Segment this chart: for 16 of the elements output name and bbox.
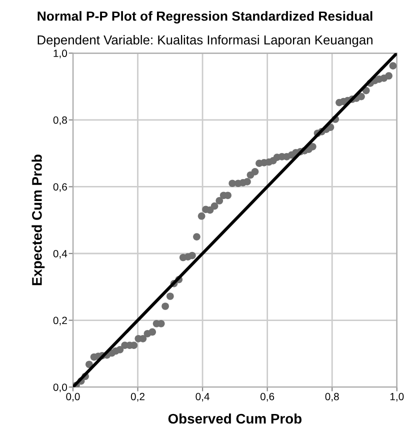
x-tick-label: 1,0 bbox=[390, 392, 404, 402]
y-tick-label: 1,0 bbox=[54, 50, 68, 58]
x-tick-label: 0,2 bbox=[130, 392, 144, 402]
x-tick-label: 0,8 bbox=[325, 392, 339, 402]
x-tick-label: 0,6 bbox=[260, 392, 274, 402]
y-tick-label: 0,4 bbox=[53, 250, 68, 259]
y-tick-label: 0,0 bbox=[53, 384, 68, 392]
y-axis-title: Expected Cum Prob bbox=[32, 154, 45, 286]
x-tick-label: 0,0 bbox=[66, 392, 80, 402]
x-tick-label: 0,4 bbox=[196, 392, 210, 402]
y-tick-label: 0,6 bbox=[53, 183, 67, 192]
y-tick-label: 0,8 bbox=[53, 116, 67, 126]
x-axis-title: Observed Cum Prob bbox=[168, 413, 302, 424]
y-tick-label: 0,2 bbox=[53, 316, 67, 326]
chart-title: Normal P-P Plot of Regression Standardized Residual bbox=[38, 11, 372, 24]
chart-subtitle: Dependent Variable: Kualitas Informasi Laporan Keuangan bbox=[38, 35, 372, 48]
